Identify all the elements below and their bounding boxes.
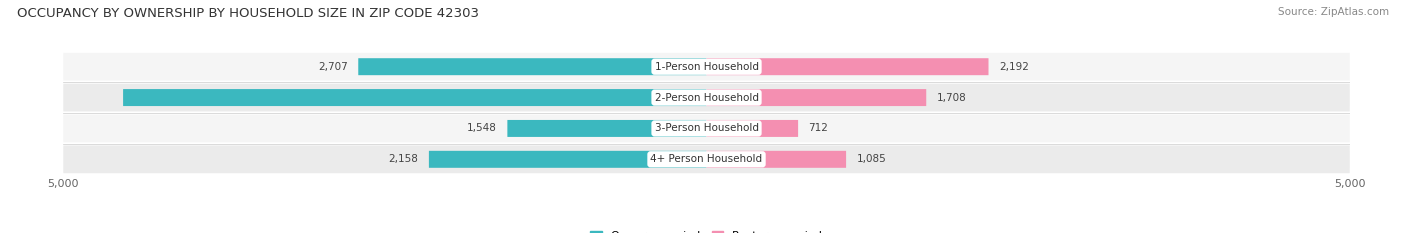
FancyBboxPatch shape (359, 58, 707, 75)
Text: 4+ Person Household: 4+ Person Household (651, 154, 762, 164)
Text: 1,548: 1,548 (467, 123, 498, 134)
FancyBboxPatch shape (63, 115, 1350, 142)
FancyBboxPatch shape (508, 120, 707, 137)
FancyBboxPatch shape (707, 120, 799, 137)
Text: OCCUPANCY BY OWNERSHIP BY HOUSEHOLD SIZE IN ZIP CODE 42303: OCCUPANCY BY OWNERSHIP BY HOUSEHOLD SIZE… (17, 7, 479, 20)
FancyBboxPatch shape (63, 84, 1350, 111)
Text: 1-Person Household: 1-Person Household (655, 62, 758, 72)
FancyBboxPatch shape (429, 151, 707, 168)
FancyBboxPatch shape (707, 89, 927, 106)
Legend: Owner-occupied, Renter-occupied: Owner-occupied, Renter-occupied (586, 226, 827, 233)
Text: 2-Person Household: 2-Person Household (655, 93, 758, 103)
Text: 3-Person Household: 3-Person Household (655, 123, 758, 134)
FancyBboxPatch shape (707, 151, 846, 168)
Text: 1,085: 1,085 (856, 154, 886, 164)
Text: 4,535: 4,535 (661, 93, 693, 103)
Text: Source: ZipAtlas.com: Source: ZipAtlas.com (1278, 7, 1389, 17)
Text: 1,708: 1,708 (936, 93, 966, 103)
Text: 2,158: 2,158 (388, 154, 419, 164)
Text: 2,192: 2,192 (998, 62, 1029, 72)
Text: 712: 712 (808, 123, 828, 134)
FancyBboxPatch shape (707, 58, 988, 75)
FancyBboxPatch shape (63, 53, 1350, 81)
FancyBboxPatch shape (124, 89, 707, 106)
Text: 2,707: 2,707 (318, 62, 347, 72)
FancyBboxPatch shape (63, 145, 1350, 173)
